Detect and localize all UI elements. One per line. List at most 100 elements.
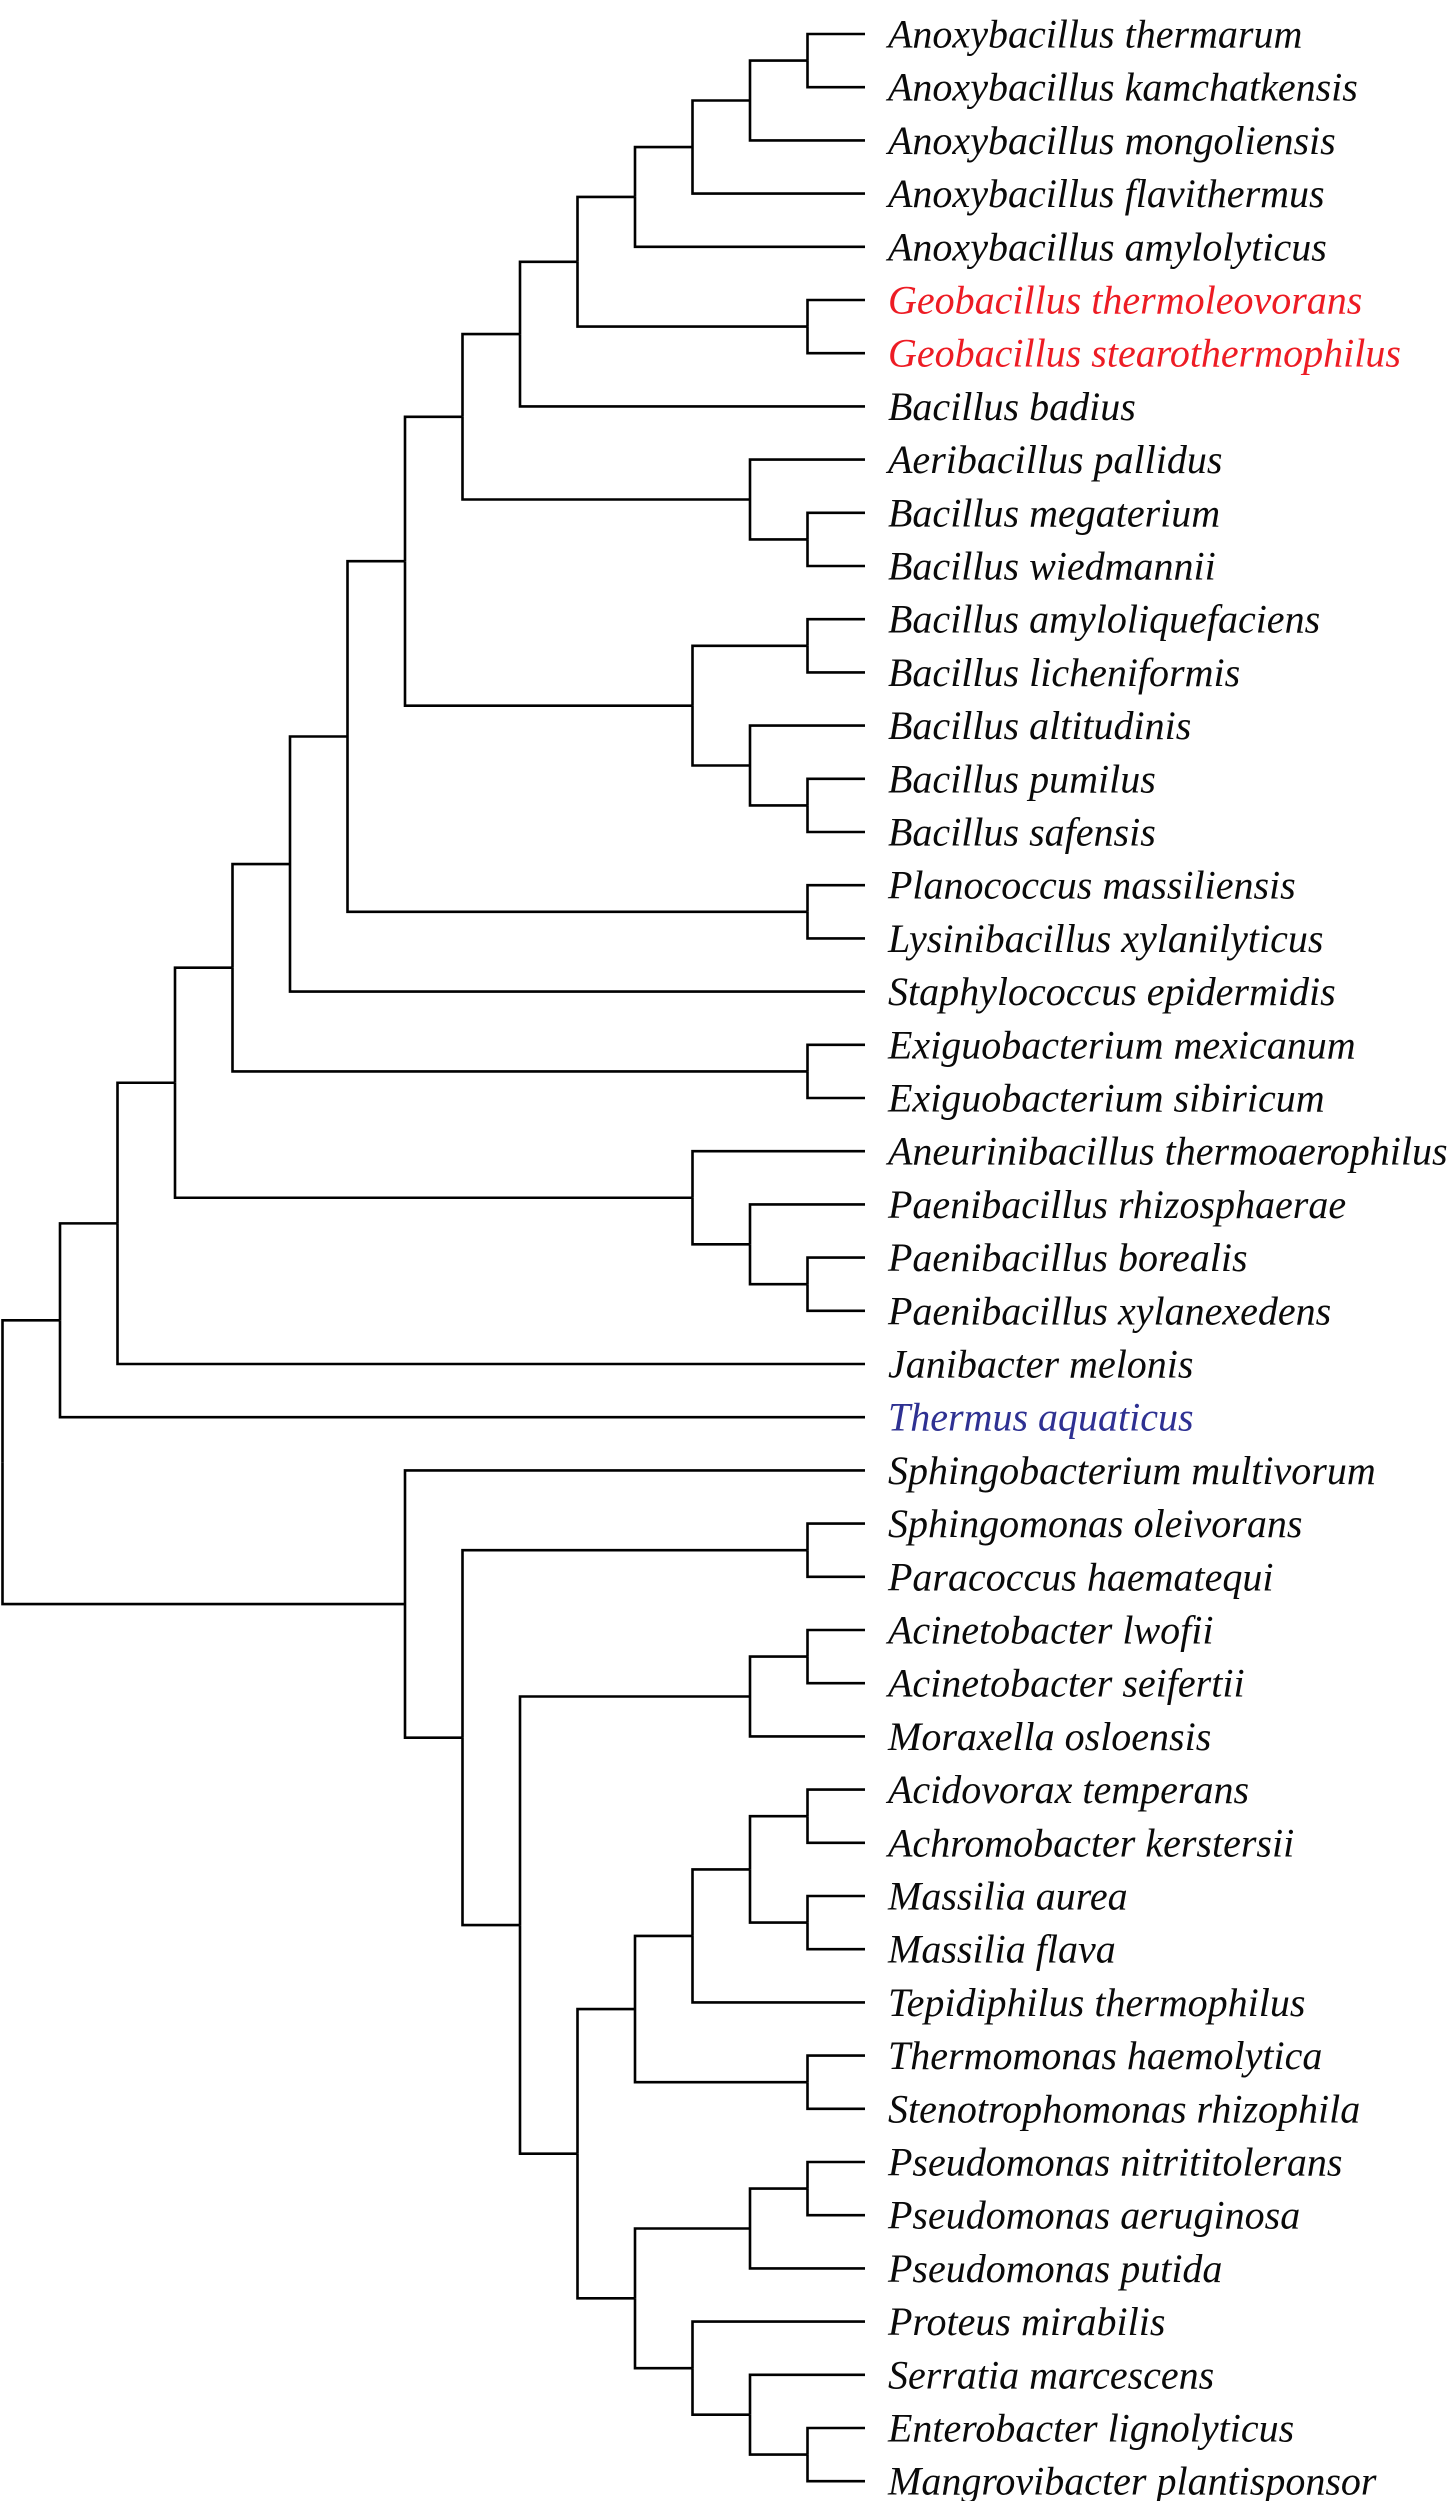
tree-branch bbox=[806, 511, 865, 540]
tree-branch bbox=[173, 966, 233, 1083]
tree-branch bbox=[806, 1628, 865, 1657]
taxon-label: Moraxella osloensis bbox=[887, 1714, 1211, 1759]
taxon-label: Exiguobacterium sibiricum bbox=[887, 1076, 1325, 1121]
tree-branch bbox=[806, 60, 865, 89]
tree-branch bbox=[518, 260, 578, 335]
taxon-label: Achromobacter kerstersii bbox=[885, 1820, 1294, 1865]
taxon-label: Enterobacter lignolyticus bbox=[887, 2406, 1294, 2451]
tree-branch bbox=[403, 561, 693, 707]
tree-branch bbox=[748, 1696, 865, 1738]
tree-branch bbox=[116, 1223, 865, 1366]
taxon-label: Lysinibacillus xylanilyticus bbox=[887, 916, 1323, 961]
tree-branch bbox=[58, 1320, 865, 1419]
tree-branch bbox=[748, 100, 865, 142]
tree-branch bbox=[748, 2228, 865, 2270]
tree-branch bbox=[806, 2160, 865, 2189]
tree-branch bbox=[288, 864, 865, 993]
taxon-label: Bacillus licheniformis bbox=[888, 650, 1240, 695]
tree-branch bbox=[691, 147, 865, 195]
tree-branch bbox=[58, 1222, 118, 1321]
tree-branch bbox=[806, 1071, 865, 1100]
taxon-label: Janibacter melonis bbox=[888, 1342, 1194, 1387]
taxon-label: Bacillus pumilus bbox=[888, 756, 1156, 801]
taxon-label: Mangrovibacter plantisponsor bbox=[887, 2459, 1377, 2501]
tree-branch bbox=[576, 195, 635, 262]
taxon-label: Bacillus badius bbox=[888, 384, 1136, 429]
taxon-label: Planococcus massiliensis bbox=[887, 863, 1296, 908]
taxon-label: Massilia aurea bbox=[887, 1874, 1128, 1919]
tree-branch bbox=[403, 1469, 865, 1605]
taxon-label: Geobacillus stearothermophilus bbox=[888, 331, 1401, 376]
tree-branch bbox=[633, 196, 865, 249]
taxon-label: Anoxybacillus kamchatkensis bbox=[885, 65, 1358, 110]
tree-branch bbox=[461, 416, 750, 501]
tree-branch bbox=[288, 735, 348, 865]
taxon-label: Staphylococcus epidermidis bbox=[888, 969, 1336, 1014]
taxon-label: Aneurinibacillus thermoaerophilus bbox=[885, 1129, 1448, 1174]
tree-branch bbox=[633, 145, 693, 197]
tree-branch bbox=[748, 1244, 808, 1286]
taxon-label: Paenibacillus xylanexedens bbox=[887, 1288, 1331, 1333]
taxon-label: Paenibacillus rhizosphaerae bbox=[887, 1182, 1346, 1227]
tree-branch bbox=[748, 1203, 865, 1245]
taxon-label: Anoxybacillus amylolyticus bbox=[885, 224, 1327, 269]
taxon-label: Bacillus amyloliquefaciens bbox=[888, 597, 1320, 642]
tree-branch bbox=[806, 1284, 865, 1313]
taxon-label: Proteus mirabilis bbox=[887, 2299, 1165, 2344]
tree-branch bbox=[806, 777, 865, 806]
tree-branch bbox=[806, 2454, 865, 2483]
tree-branch bbox=[518, 1925, 578, 2155]
taxon-label: Paracoccus haematequi bbox=[887, 1554, 1273, 1599]
tree-branch bbox=[806, 1522, 865, 1551]
taxon-label: Sphingomonas oleivorans bbox=[888, 1501, 1302, 1546]
tree-branch bbox=[461, 332, 520, 417]
tree-branch bbox=[748, 765, 808, 807]
taxon-label: Thermomonas haemolytica bbox=[888, 2033, 1322, 2078]
taxon-label: Bacillus wiedmannii bbox=[888, 544, 1216, 589]
tree-branch bbox=[691, 2368, 750, 2416]
tree-branch bbox=[576, 2153, 635, 2300]
tree-branch bbox=[806, 32, 865, 61]
tree-branch bbox=[116, 1081, 175, 1224]
tree-branch bbox=[403, 1604, 463, 1739]
tree-branch bbox=[1, 1318, 60, 1463]
taxon-label: Aeribacillus pallidus bbox=[885, 437, 1222, 482]
taxon-label: Pseudomonas putida bbox=[887, 2246, 1222, 2291]
tree-branch bbox=[806, 2054, 865, 2083]
tree-branch bbox=[806, 1894, 865, 1923]
tree-branch bbox=[748, 1869, 808, 1924]
tree-branch bbox=[806, 1256, 865, 1285]
tree-branch bbox=[748, 2373, 865, 2415]
tree-branch bbox=[691, 99, 750, 148]
taxon-label: Pseudomonas nitrititolerans bbox=[887, 2140, 1342, 2185]
taxon-label: Tepidiphilus thermophilus bbox=[888, 1980, 1305, 2025]
tree-branch bbox=[806, 911, 865, 940]
taxon-label: Bacillus megaterium bbox=[888, 490, 1220, 535]
tree-branch bbox=[806, 805, 865, 834]
tree-branch bbox=[748, 499, 808, 541]
tree-branch bbox=[518, 334, 865, 408]
tree-branch bbox=[748, 724, 865, 766]
tree-branch bbox=[806, 1816, 865, 1845]
taxon-label: Exiguobacterium mexicanum bbox=[887, 1022, 1356, 1067]
tree-branch bbox=[231, 967, 808, 1073]
tree-branch bbox=[576, 261, 808, 328]
tree-branch bbox=[231, 862, 290, 968]
tree-branch bbox=[1, 1462, 405, 1606]
tree-branch bbox=[576, 2007, 635, 2154]
tree-branch bbox=[691, 1197, 750, 1246]
tree-branch bbox=[633, 2009, 808, 2084]
taxon-label: Acinetobacter lwofii bbox=[885, 1608, 1214, 1653]
tree-branch bbox=[403, 415, 463, 562]
tree-branch bbox=[633, 2298, 693, 2370]
tree-branch bbox=[748, 1814, 808, 1870]
tree-branch bbox=[806, 1922, 865, 1951]
tree-branch bbox=[346, 736, 808, 914]
tree-branch bbox=[346, 559, 405, 737]
tree-branch bbox=[806, 326, 865, 355]
tree-branch bbox=[633, 1934, 693, 2010]
tree-branch bbox=[806, 883, 865, 912]
taxon-label: Stenotrophomonas rhizophila bbox=[888, 2086, 1360, 2131]
